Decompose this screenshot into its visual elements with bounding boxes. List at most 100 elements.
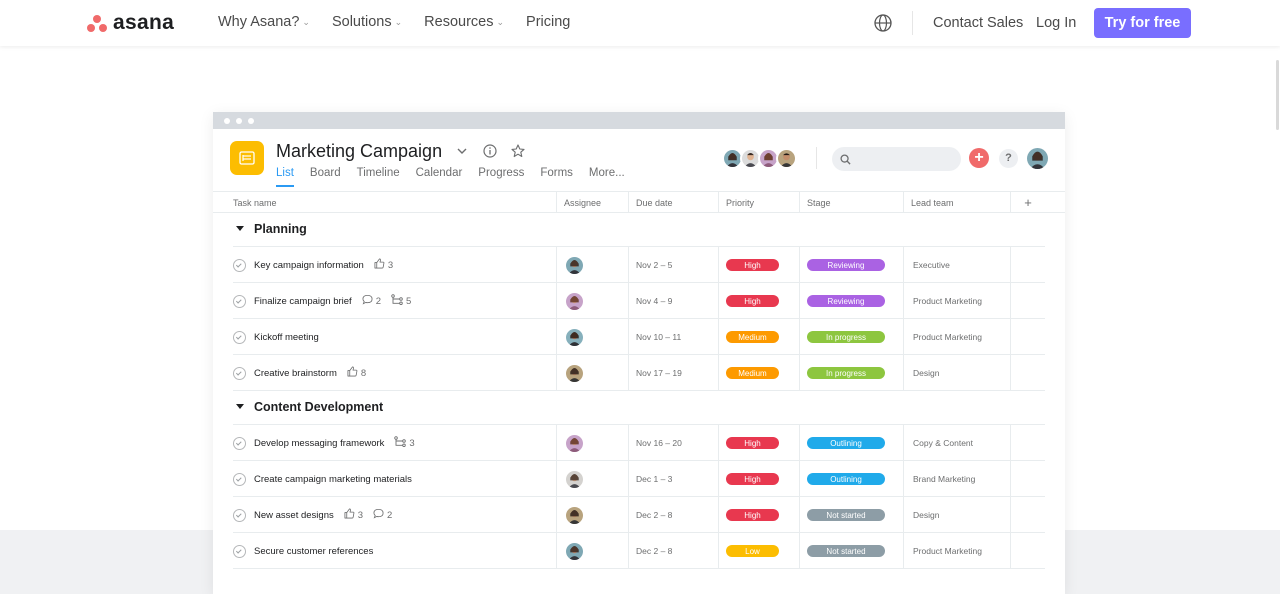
comments[interactable]: 2 xyxy=(362,294,381,308)
likes[interactable]: 8 xyxy=(347,366,366,380)
table-row[interactable]: New asset designs 3 2 Dec 2 – 8 High Not star… xyxy=(213,497,1065,533)
column-header-priority[interactable]: Priority xyxy=(718,192,799,213)
stage-badge[interactable]: Outlining xyxy=(807,473,885,485)
user-avatar[interactable] xyxy=(1027,148,1048,169)
stage-badge[interactable]: Not started xyxy=(807,545,885,557)
assignee-avatar[interactable] xyxy=(566,256,583,274)
lead-team[interactable]: Design xyxy=(913,510,940,520)
due-date[interactable]: Nov 2 – 5 xyxy=(636,260,673,270)
task-name[interactable]: Secure customer references xyxy=(254,545,374,557)
nav-link-solutions[interactable]: Solutions ⌄ xyxy=(332,14,402,30)
stage-badge[interactable]: In progress xyxy=(807,331,885,343)
complete-check-icon[interactable] xyxy=(233,508,246,522)
asana-logo[interactable]: asana xyxy=(86,11,174,35)
assignee-avatar[interactable] xyxy=(566,434,583,452)
task-name[interactable]: Kickoff meeting xyxy=(254,331,319,343)
caret-down-icon[interactable] xyxy=(236,404,244,409)
chevron-down-icon[interactable] xyxy=(454,143,470,159)
table-row[interactable]: Key campaign information 3 Nov 2 – 5 High Re… xyxy=(213,247,1065,283)
tab-timeline[interactable]: Timeline xyxy=(356,167,400,179)
stage-badge[interactable]: Outlining xyxy=(807,437,885,449)
priority-badge[interactable]: High xyxy=(726,295,779,307)
table-row[interactable]: Kickoff meeting Nov 10 – 11 Medium In progr… xyxy=(213,319,1065,355)
due-date[interactable]: Dec 1 – 3 xyxy=(636,474,673,484)
column-header-assignee[interactable]: Assignee xyxy=(556,192,628,213)
try-for-free-button[interactable]: Try for free xyxy=(1094,8,1191,38)
likes[interactable]: 3 xyxy=(344,508,363,522)
info-icon[interactable] xyxy=(482,143,498,159)
lead-team[interactable]: Executive xyxy=(913,260,950,270)
tab-more[interactable]: More... xyxy=(588,167,625,179)
assignee-avatar[interactable] xyxy=(566,542,583,560)
complete-check-icon[interactable] xyxy=(233,366,246,380)
priority-badge[interactable]: Medium xyxy=(726,367,779,379)
lead-team[interactable]: Brand Marketing xyxy=(913,474,976,484)
due-date[interactable]: Dec 2 – 8 xyxy=(636,510,673,520)
nav-link-resources[interactable]: Resources ⌄ xyxy=(424,14,504,30)
page-scrollbar[interactable] xyxy=(1276,60,1279,130)
globe-icon[interactable] xyxy=(873,13,893,33)
add-button[interactable]: + xyxy=(969,148,989,168)
stage-badge[interactable]: Reviewing xyxy=(807,295,885,307)
task-name[interactable]: Key campaign information xyxy=(254,259,364,271)
complete-check-icon[interactable] xyxy=(233,258,246,272)
task-name[interactable]: Develop messaging framework xyxy=(254,437,385,449)
login-link[interactable]: Log In xyxy=(1036,15,1077,31)
assignee-avatar[interactable] xyxy=(566,470,583,488)
contact-sales-link[interactable]: Contact Sales xyxy=(933,15,1024,31)
task-name[interactable]: Creative brainstorm xyxy=(254,367,337,379)
tab-forms[interactable]: Forms xyxy=(540,167,573,179)
complete-check-icon[interactable] xyxy=(233,330,246,344)
assignee-avatar[interactable] xyxy=(566,506,583,524)
assignee-avatar[interactable] xyxy=(566,364,583,382)
column-header-stage[interactable]: Stage xyxy=(799,192,903,213)
subtasks[interactable]: 5 xyxy=(391,294,411,308)
priority-badge[interactable]: High xyxy=(726,473,779,485)
search-input[interactable] xyxy=(832,147,961,171)
table-row[interactable]: Finalize campaign brief 2 5 Nov 4 – 9 High Re… xyxy=(213,283,1065,319)
tab-list[interactable]: List xyxy=(276,167,294,187)
tab-calendar[interactable]: Calendar xyxy=(415,167,463,179)
assignee-avatar[interactable] xyxy=(566,292,583,310)
lead-team[interactable]: Product Marketing xyxy=(913,332,982,342)
stage-badge[interactable]: In progress xyxy=(807,367,885,379)
complete-check-icon[interactable] xyxy=(233,472,246,486)
add-column-button[interactable]: + xyxy=(1010,192,1045,213)
subtasks[interactable]: 3 xyxy=(394,436,415,450)
caret-down-icon[interactable] xyxy=(236,226,244,231)
star-icon[interactable] xyxy=(510,143,526,159)
table-row[interactable]: Secure customer references Dec 2 – 8 Low No… xyxy=(213,533,1065,569)
priority-badge[interactable]: High xyxy=(726,259,779,271)
stage-badge[interactable]: Reviewing xyxy=(807,259,885,271)
column-header-lead-team[interactable]: Lead team xyxy=(903,192,1010,213)
comments[interactable]: 2 xyxy=(373,508,392,522)
priority-badge[interactable]: High xyxy=(726,509,779,521)
tab-board[interactable]: Board xyxy=(309,167,341,179)
lead-team[interactable]: Product Marketing xyxy=(913,296,982,306)
complete-check-icon[interactable] xyxy=(233,436,246,450)
column-header-due-date[interactable]: Due date xyxy=(628,192,718,213)
help-button[interactable]: ? xyxy=(999,149,1018,168)
complete-check-icon[interactable] xyxy=(233,294,246,308)
lead-team[interactable]: Product Marketing xyxy=(913,546,982,556)
table-row[interactable]: Create campaign marketing materials Dec 1… xyxy=(213,461,1065,497)
column-header-task-name[interactable]: Task name xyxy=(233,197,277,208)
nav-link-pricing[interactable]: Pricing xyxy=(526,14,570,30)
priority-badge[interactable]: Medium xyxy=(726,331,779,343)
lead-team[interactable]: Design xyxy=(913,368,940,378)
likes[interactable]: 3 xyxy=(374,258,393,272)
stage-badge[interactable]: Not started xyxy=(807,509,885,521)
lead-team[interactable]: Copy & Content xyxy=(913,438,974,448)
project-members[interactable] xyxy=(722,148,797,169)
task-name[interactable]: Finalize campaign brief xyxy=(254,295,352,307)
table-row[interactable]: Develop messaging framework 3 Nov 16 – 20 H… xyxy=(213,425,1065,461)
tab-progress[interactable]: Progress xyxy=(478,167,525,179)
task-name[interactable]: Create campaign marketing materials xyxy=(254,473,412,485)
assignee-avatar[interactable] xyxy=(566,328,583,346)
due-date[interactable]: Nov 17 – 19 xyxy=(636,368,682,378)
due-date[interactable]: Nov 16 – 20 xyxy=(636,438,682,448)
nav-link-why-asana[interactable]: Why Asana? ⌄ xyxy=(218,14,310,30)
due-date[interactable]: Nov 10 – 11 xyxy=(636,332,682,342)
complete-check-icon[interactable] xyxy=(233,544,246,558)
section-header[interactable]: Planning xyxy=(233,213,1045,247)
